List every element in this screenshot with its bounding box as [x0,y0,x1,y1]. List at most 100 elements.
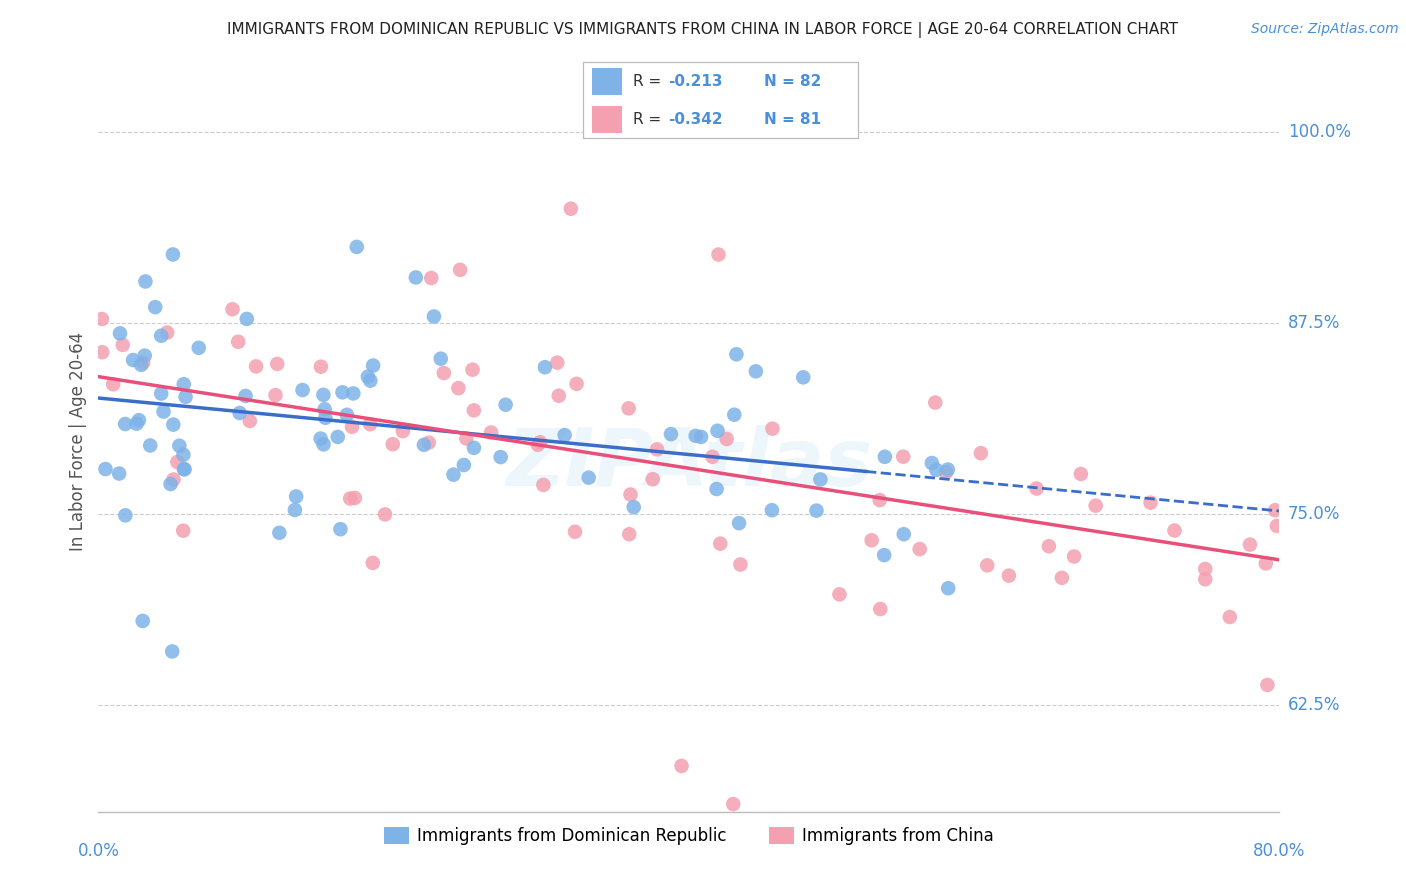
Point [236,312,259,326]
Point [114,508,136,523]
Point [374,508,396,522]
Point [134,275,156,289]
Point [226,334,249,349]
Point [1038,539,1060,553]
Point [623,500,645,514]
Point [413,438,436,452]
Point [998,568,1021,582]
Point [143,300,166,314]
Text: R =: R = [633,112,666,127]
Point [706,482,728,496]
Point [716,432,738,446]
Point [461,362,484,376]
Point [291,383,314,397]
Point [526,438,548,452]
Point [1194,572,1216,586]
Point [245,359,267,374]
Text: 80.0%: 80.0% [1253,842,1306,860]
Point [162,473,184,487]
Point [173,462,195,476]
Point [128,413,150,427]
Point [1254,557,1277,571]
Point [529,435,551,450]
Bar [592,105,621,133]
Point [1025,482,1047,496]
Point [1163,524,1185,538]
Point [392,424,415,438]
Point [162,644,183,658]
Legend: Immigrants from Dominican Republic, Immigrants from China: Immigrants from Dominican Republic, Immi… [377,820,1001,852]
Point [1219,610,1241,624]
Point [873,450,896,464]
Point [264,388,287,402]
Text: 100.0%: 100.0% [1288,123,1351,142]
Point [132,355,155,369]
Point [173,377,195,392]
Text: 75.0%: 75.0% [1288,505,1340,523]
Point [346,240,368,254]
Point [925,463,948,477]
Point [187,341,209,355]
Point [228,406,250,420]
Point [619,527,641,541]
Point [970,446,993,460]
Point [357,369,380,384]
Point [418,435,440,450]
Point [125,417,148,431]
Point [1194,562,1216,576]
Point [730,558,752,572]
Point [463,403,485,417]
Point [114,417,136,431]
Point [103,377,125,392]
Point [162,247,184,261]
Point [405,270,427,285]
Point [456,432,478,446]
Point [285,490,308,504]
Point [381,437,404,451]
Point [808,472,831,486]
Point [641,472,664,486]
Point [173,462,195,476]
Point [685,429,707,443]
Point [761,503,783,517]
Point [936,581,959,595]
Point [156,326,179,340]
Point [976,558,998,573]
Point [1239,538,1261,552]
Point [709,536,731,550]
Point [423,310,446,324]
Point [332,385,354,400]
Point [111,338,134,352]
Point [172,524,194,538]
Text: N = 82: N = 82 [765,74,823,89]
Point [314,402,336,417]
Text: Source: ZipAtlas.com: Source: ZipAtlas.com [1251,22,1399,37]
Point [235,389,257,403]
Point [547,389,569,403]
Point [479,425,502,440]
Point [269,525,291,540]
Point [702,450,724,464]
Point [745,364,768,378]
Point [433,366,456,380]
Point [1265,519,1288,533]
Point [489,450,512,464]
Point [617,401,640,416]
Point [546,356,568,370]
Point [150,386,173,401]
Text: 87.5%: 87.5% [1288,314,1340,332]
Point [152,404,174,418]
Point [860,533,883,548]
Point [1063,549,1085,564]
Point [792,370,814,384]
Point [1070,467,1092,481]
Point [619,487,641,501]
Point [339,491,361,506]
Point [172,448,194,462]
Point [659,427,682,442]
Point [463,441,485,455]
Point [326,430,349,444]
Bar [592,68,621,95]
Point [420,271,443,285]
Point [873,548,896,562]
